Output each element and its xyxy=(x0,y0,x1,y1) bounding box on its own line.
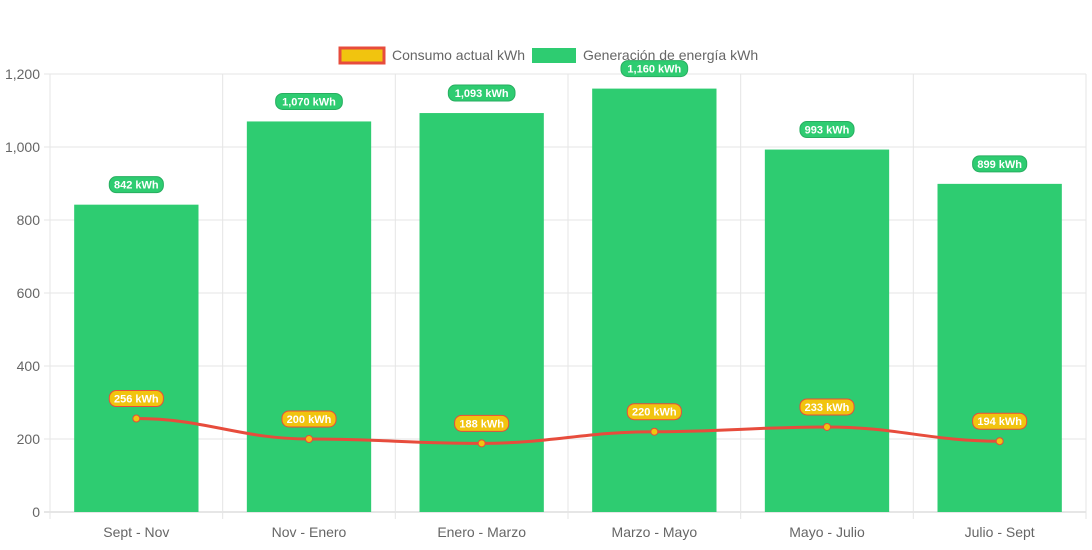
data-label: 200 kWh xyxy=(287,414,332,426)
data-label-badge xyxy=(454,414,510,432)
line-point xyxy=(650,427,659,436)
data-label: 899 kWh xyxy=(977,159,1022,171)
line-point xyxy=(477,439,486,448)
line-point xyxy=(132,414,141,423)
x-tick-label: Julio - Sept xyxy=(965,524,1035,540)
y-tick-label: 0 xyxy=(32,504,40,520)
data-label-badge xyxy=(281,410,337,428)
x-tick-label: Nov - Enero xyxy=(272,524,347,540)
data-label: 256 kWh xyxy=(114,394,159,406)
bar-generacion xyxy=(764,149,890,512)
data-label: 842 kWh xyxy=(114,180,159,192)
data-label: 220 kWh xyxy=(632,407,677,419)
y-tick-label: 400 xyxy=(17,358,41,374)
data-label-badge xyxy=(972,155,1028,173)
data-label: 993 kWh xyxy=(805,125,850,137)
data-label: 188 kWh xyxy=(459,418,504,430)
data-label-badge xyxy=(972,412,1028,430)
x-tick-label: Sept - Nov xyxy=(103,524,169,540)
data-label-badge xyxy=(447,84,516,102)
data-label: 233 kWh xyxy=(805,402,850,414)
legend-swatch-generacion xyxy=(532,48,576,63)
y-tick-label: 800 xyxy=(17,212,41,228)
legend-label-consumo: Consumo actual kWh xyxy=(392,47,525,63)
line-point xyxy=(305,435,313,443)
legend-swatch-consumo xyxy=(338,46,386,65)
data-label: 1,093 kWh xyxy=(455,88,509,100)
data-label-badge xyxy=(108,390,164,408)
y-tick-label: 200 xyxy=(17,431,41,447)
bar-generacion xyxy=(419,113,544,513)
data-label-badge xyxy=(799,121,855,139)
data-label: 1,070 kWh xyxy=(282,96,336,108)
data-label-badge xyxy=(108,176,164,194)
y-tick-label: 600 xyxy=(17,285,41,301)
bar-generacion xyxy=(74,204,199,513)
x-tick-label: Marzo - Mayo xyxy=(612,524,698,540)
legend-label-generacion: Generación de energía kWh xyxy=(583,47,758,63)
x-tick-label: Enero - Marzo xyxy=(437,524,526,540)
y-tick-label: 1,000 xyxy=(5,139,40,155)
line-point xyxy=(823,422,831,431)
x-tick-label: Mayo - Julio xyxy=(789,524,865,540)
legend: Consumo actual kWh Generación de energía … xyxy=(338,46,758,65)
data-label-badge xyxy=(626,403,682,421)
line-consumo xyxy=(136,417,1000,445)
data-label: 1,160 kWh xyxy=(627,64,681,76)
bar-generacion xyxy=(246,121,372,512)
data-label-badge xyxy=(275,92,343,110)
y-tick-label: 1,200 xyxy=(5,66,40,82)
data-label-badge xyxy=(799,398,855,416)
data-label: 194 kWh xyxy=(977,416,1022,428)
data-label-badge xyxy=(620,60,689,78)
bar-generacion xyxy=(937,183,1062,513)
line-point xyxy=(995,437,1004,446)
bar-generacion xyxy=(592,88,717,512)
